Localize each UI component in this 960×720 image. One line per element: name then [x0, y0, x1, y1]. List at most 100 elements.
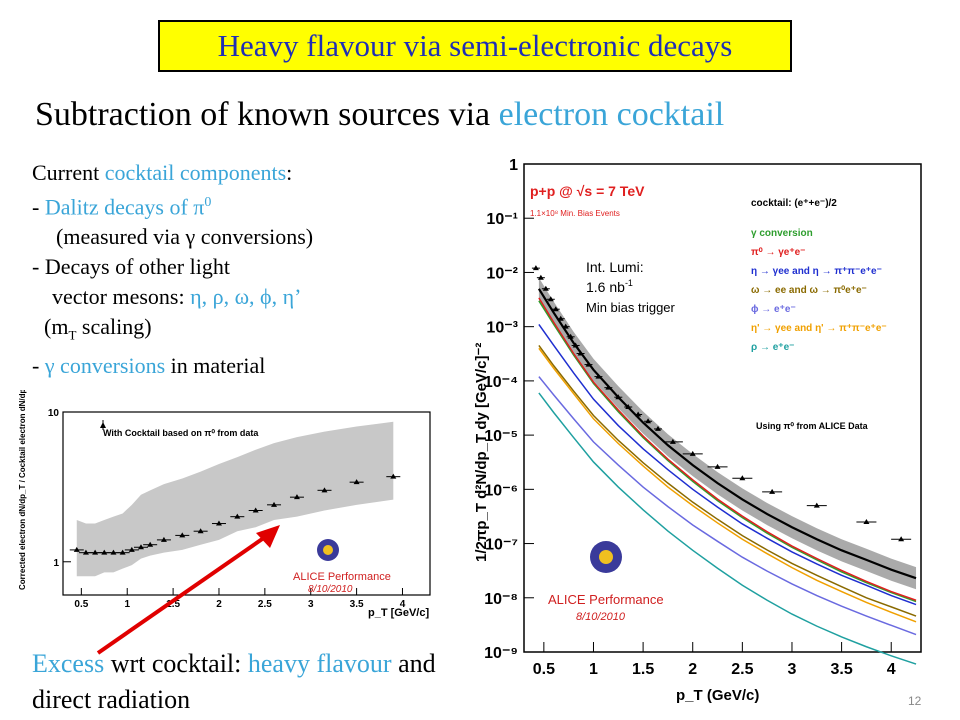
ratio-data-point: [293, 494, 300, 500]
ratio-data-point: [92, 549, 99, 555]
spectrum-legend-title: cocktail: (e⁺+e⁻)/2: [751, 198, 837, 209]
alice-logo-core: [323, 545, 333, 555]
spectrum-y-tick-label: 10⁻⁶: [484, 482, 518, 499]
text-line-6: (mT scaling): [32, 312, 452, 350]
text-line-7: - γ conversions in material: [32, 351, 452, 381]
spectrum-data-point: [625, 403, 632, 409]
spectrum-x-tick-label: 2: [688, 661, 697, 678]
spectrum-logo: ALICE Performance 8/10/2010: [548, 541, 664, 623]
spectrum-data-point: [645, 418, 652, 424]
ratio-data-point: [234, 513, 241, 519]
subtitle-prefix: Subtraction of known sources via: [35, 96, 491, 133]
excess-text: Excess wrt cocktail: heavy flavour and d…: [32, 646, 472, 718]
text-dash-2: -: [32, 352, 40, 378]
ratio-data-point: [73, 546, 80, 552]
spectrum-y-tick-label: 10⁻³: [486, 320, 518, 337]
spectrum-header: p+p @ √s = 7 TeV: [530, 183, 645, 199]
ratio-x-tick-label: 1: [124, 599, 130, 610]
series-line: [538, 345, 917, 617]
spectrum-y-tick-label: 10⁻¹: [486, 211, 518, 228]
spectrum-y-tick-label: 10⁻⁷: [485, 537, 518, 554]
text-cocktail-components: cocktail components: [104, 160, 287, 185]
alice-logo-core-2: [599, 550, 613, 564]
text-line-2: - Dalitz decays of π0: [32, 188, 452, 222]
spectrum-legend-item: π⁰ → γe⁺e⁻: [751, 247, 805, 258]
spectrum-legend-item: ϕ → e⁺e⁻: [751, 304, 796, 315]
text-current: Current: [32, 160, 100, 185]
slide-title: Heavy flavour via semi-electronic decays: [217, 28, 733, 63]
ratio-x-tick-label: 3.5: [350, 599, 364, 610]
spectrum-data-point: [562, 323, 569, 329]
ratio-legend-text: With Cocktail based on π⁰ from data: [103, 428, 259, 438]
text-colon: :: [286, 160, 293, 185]
spectrum-data-point: [769, 488, 776, 494]
spectrum-data-point: [595, 373, 602, 379]
ratio-x-tick-label: 0.5: [74, 599, 88, 610]
ratio-chart: 0.5 1 1.5 2 2.5 3 3.5 4 1 10 With Cocktail based …: [8, 390, 443, 625]
text-line-5: vector mesons: η, ρ, ω, ϕ, η’: [32, 282, 452, 312]
ratio-data-point: [160, 536, 167, 542]
text-scaling: scaling): [81, 314, 152, 340]
spectrum-x-tick-label: 3: [788, 661, 797, 678]
ratio-frame: [62, 411, 431, 596]
total-cocktail-line: [537, 288, 917, 580]
text-direct-radiation: and direct radiation: [32, 649, 436, 714]
spectrum-data-point: [552, 306, 559, 312]
series-line: [538, 376, 917, 636]
subtitle-highlight: electron cocktail: [498, 96, 725, 133]
text-dalitz: Dalitz decays of π: [44, 194, 205, 220]
spectrum-x-tick-label: 4: [887, 661, 896, 678]
text-in-material: in material: [170, 352, 266, 378]
spectrum-frame: [523, 163, 922, 653]
spectrum-x-tick-label: 1.5: [632, 661, 654, 678]
spectrum-xlabel: p_T (GeV/c): [676, 687, 759, 704]
lumi-value: 1.6 nb-1: [586, 278, 633, 295]
text-conversions: γ conversions: [44, 352, 166, 378]
total-cocktail-band: [538, 277, 917, 590]
spectrum-events: 1.1×10⁸ Min. Bias Events: [530, 209, 620, 218]
ratio-data-point: [110, 549, 117, 555]
spectrum-data-point: [605, 384, 612, 390]
spectrum-data-point: [577, 350, 584, 356]
arrow-shaft: [96, 533, 270, 655]
text-mt: (m: [44, 314, 69, 340]
spectrum-y-tick-label: 10⁻⁸: [484, 591, 518, 608]
spectrum-data-point: [585, 361, 592, 367]
arrow-head-icon: [256, 525, 280, 548]
ratio-logo: ALICE Performance 8/10/2010: [293, 539, 391, 595]
series-line: [538, 323, 917, 606]
ratio-x-tick-label: 4: [400, 599, 406, 610]
spectrum-data-point: [537, 274, 544, 280]
spectrum-data-point: [615, 394, 622, 400]
spectrum-chart-bg: [466, 152, 938, 712]
series-line: [538, 392, 917, 665]
spectrum-legend-item: ω → ee and ω → π⁰e⁺e⁻: [751, 285, 867, 296]
spectrum-data-point: [557, 315, 564, 321]
lumi-label: Int. Lumi:: [586, 259, 644, 275]
spectrum-chart: 0.5 1 1.5 2 2.5 3 3.5 4 1 10⁻¹ 10⁻² 10⁻³ 10⁻⁴ 10⁻⁵ 10⁻…: [466, 152, 938, 712]
spectrum-y-tick-label: 10⁻⁵: [484, 428, 518, 445]
ratio-y-tick-label: 10: [48, 408, 60, 419]
ratio-x-tick-label: 2.5: [258, 599, 272, 610]
ratio-data-point: [137, 544, 144, 550]
spectrum-ylabel: 1/2πp_T d²N/dp_T dy [GeV/c]⁻²: [473, 343, 490, 562]
spectrum-x-tick-label: 0.5: [533, 661, 555, 678]
spectrum-legend: γ conversion π⁰ → γe⁺e⁻ η → γee and η → π⁺…: [751, 228, 887, 353]
spectrum-data-point: [654, 425, 661, 431]
spectrum-data-point: [714, 463, 721, 469]
text-excess: Excess: [32, 649, 105, 678]
spectrum-data-point: [572, 342, 579, 348]
ratio-data-point: [82, 549, 89, 555]
spectrum-data-point: [689, 450, 696, 456]
slide-subtitle: Subtraction of known sources via electro…: [35, 96, 724, 134]
spectrum-x-tick-label: 1: [589, 661, 598, 678]
excess-arrow: [96, 525, 280, 655]
ratio-data-point: [321, 487, 328, 493]
ratio-band: [76, 421, 394, 577]
spectrum-data-point: [547, 296, 554, 302]
spectrum-data-point: [532, 265, 539, 271]
spectrum-y-tick-label: 10⁻²: [486, 265, 518, 282]
series-line: [538, 300, 917, 603]
ratio-data-point: [101, 549, 108, 555]
spectrum-legend-item: γ conversion: [751, 228, 813, 239]
